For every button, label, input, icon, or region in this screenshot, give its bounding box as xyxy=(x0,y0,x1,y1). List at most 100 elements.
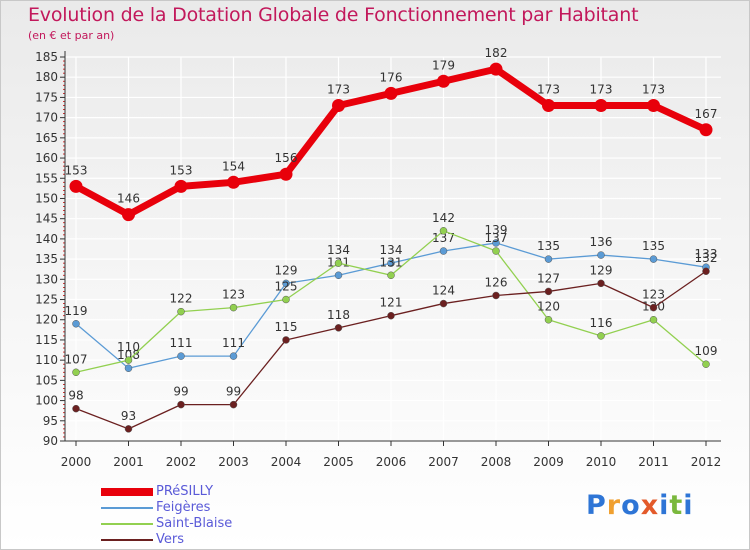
data-point-saint-blaise xyxy=(702,360,710,368)
y-tick-label: 170 xyxy=(35,111,58,125)
proxiti-logo: Proxiti xyxy=(586,490,694,521)
data-label-saint-blaise: 131 xyxy=(380,255,403,269)
data-point-presilly xyxy=(699,123,713,137)
y-tick-label: 145 xyxy=(35,212,58,226)
legend-label-feigeres: Feigères xyxy=(156,500,211,515)
data-point-saint-blaise xyxy=(649,315,658,324)
data-label-presilly: 173 xyxy=(327,83,350,97)
legend-label-vers: Vers xyxy=(156,532,184,547)
legend: PRéSILLY Feigères Saint-Blaise Vers xyxy=(101,484,301,549)
data-label-vers: 126 xyxy=(485,275,508,289)
logo-letter: t xyxy=(669,490,684,521)
x-tick-label: 2005 xyxy=(323,455,354,469)
logo-letter: r xyxy=(606,490,622,521)
x-tick-label: 2010 xyxy=(586,455,617,469)
data-point-feigeres xyxy=(72,320,80,328)
data-label-saint-blaise: 109 xyxy=(695,344,718,358)
data-point-vers xyxy=(492,291,500,300)
data-point-vers xyxy=(702,267,710,275)
data-point-saint-blaise xyxy=(597,332,605,340)
data-label-feigeres: 134 xyxy=(380,243,403,257)
data-label-vers: 118 xyxy=(327,308,350,322)
data-point-saint-blaise xyxy=(387,271,395,280)
data-point-feigeres xyxy=(544,255,553,263)
data-label-presilly: 173 xyxy=(642,83,665,97)
data-point-feigeres xyxy=(334,271,343,280)
legend-label-saint-blaise: Saint-Blaise xyxy=(156,516,233,531)
legend-swatch-presilly xyxy=(101,488,153,496)
data-point-feigeres xyxy=(124,364,133,372)
legend-swatch-saint-blaise xyxy=(101,523,153,525)
data-point-vers xyxy=(544,287,553,296)
y-tick-label: 125 xyxy=(35,293,58,307)
data-point-presilly xyxy=(594,99,608,113)
data-label-saint-blaise: 134 xyxy=(327,243,350,257)
y-tick-label: 175 xyxy=(35,90,58,104)
legend-item-feigeres: Feigères xyxy=(101,500,301,517)
data-label-vers: 93 xyxy=(121,409,136,423)
data-point-presilly xyxy=(489,62,503,76)
data-label-feigeres: 129 xyxy=(275,263,298,277)
logo-letter: x xyxy=(640,490,660,521)
y-tick-label: 105 xyxy=(35,373,58,387)
line-chart: 90 95 100 105 110 115 120 125 130 135 140 145 150 155… xyxy=(35,46,721,469)
data-point-feigeres xyxy=(439,247,448,255)
data-point-vers xyxy=(229,400,238,409)
y-tick-label: 160 xyxy=(35,151,58,165)
data-label-presilly: 167 xyxy=(695,107,718,121)
x-tick-label: 2001 xyxy=(113,455,144,469)
data-label-feigeres: 133 xyxy=(695,247,718,261)
x-tick-label: 2009 xyxy=(533,455,564,469)
data-point-vers xyxy=(649,303,658,312)
data-label-vers: 127 xyxy=(537,271,560,285)
data-label-feigeres: 111 xyxy=(222,336,245,350)
data-point-presilly xyxy=(69,179,83,193)
data-label-feigeres: 135 xyxy=(537,239,560,253)
data-point-feigeres xyxy=(649,255,658,263)
data-point-saint-blaise xyxy=(282,295,290,304)
y-tick-label: 140 xyxy=(35,232,58,246)
y-tick-label: 150 xyxy=(35,191,58,205)
logo-letter: P xyxy=(586,490,607,521)
data-point-presilly xyxy=(227,175,240,189)
y-tick-label: 90 xyxy=(43,434,58,448)
data-point-vers xyxy=(282,336,290,344)
data-label-feigeres: 111 xyxy=(170,336,193,350)
data-point-saint-blaise xyxy=(177,307,185,316)
x-tick-label: 2008 xyxy=(481,455,512,469)
y-tick-label: 165 xyxy=(35,131,58,145)
data-point-presilly xyxy=(122,208,135,222)
chart-title: Evolution de la Dotation Globale de Fonc… xyxy=(28,4,639,26)
data-point-feigeres xyxy=(387,259,395,267)
data-point-presilly xyxy=(384,86,398,100)
data-point-presilly xyxy=(647,99,660,113)
y-tick-label: 135 xyxy=(35,252,58,266)
data-label-feigeres: 136 xyxy=(590,235,613,249)
data-point-saint-blaise xyxy=(439,227,448,235)
data-label-presilly: 179 xyxy=(432,58,455,72)
data-label-vers: 99 xyxy=(226,385,241,399)
legend-item-vers: Vers xyxy=(101,532,301,549)
data-label-saint-blaise: 107 xyxy=(65,352,88,366)
x-tick-label: 2002 xyxy=(166,455,197,469)
data-label-saint-blaise: 125 xyxy=(275,280,298,294)
data-point-saint-blaise xyxy=(229,303,238,312)
data-label-feigeres: 119 xyxy=(65,304,88,318)
data-point-vers xyxy=(597,279,605,288)
legend-item-saint-blaise: Saint-Blaise xyxy=(101,516,301,533)
data-point-feigeres xyxy=(282,279,290,288)
data-label-vers: 115 xyxy=(275,320,298,334)
x-tick-label: 2006 xyxy=(376,455,407,469)
data-point-presilly xyxy=(174,179,188,193)
data-label-feigeres: 139 xyxy=(485,223,508,237)
legend-item-presilly: PRéSILLY xyxy=(101,484,301,501)
data-label-presilly: 176 xyxy=(380,70,403,84)
y-tick-label: 110 xyxy=(35,353,58,367)
logo-letter: i xyxy=(659,490,670,521)
logo-letter: o xyxy=(621,490,641,521)
legend-swatch-feigeres xyxy=(101,507,153,509)
x-tick-label: 2004 xyxy=(271,455,302,469)
y-tick-label: 100 xyxy=(35,394,58,408)
data-label-saint-blaise: 110 xyxy=(117,340,140,354)
